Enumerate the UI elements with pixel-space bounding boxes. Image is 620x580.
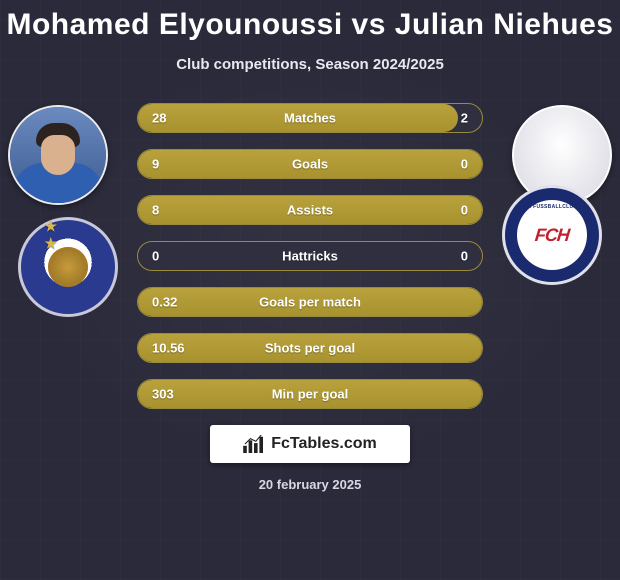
page-title: Mohamed Elyounoussi vs Julian Niehues [0,0,620,42]
stat-value-right: 0 [461,157,468,172]
stat-label: Goals per match [259,295,361,310]
club-left-badge [18,217,118,317]
stat-value-left: 28 [152,111,166,126]
stat-value-left: 8 [152,203,159,218]
brand-text: FcTables.com [271,435,377,453]
subtitle: Club competitions, Season 2024/2025 [0,56,620,73]
stat-label: Assists [287,203,333,218]
stat-label: Matches [284,111,336,126]
title-player-left: Mohamed Elyounoussi [6,8,342,41]
stat-value-left: 303 [152,387,174,402]
stat-value-left: 10.56 [152,341,185,356]
lion-icon [48,247,88,287]
club-right-arc-text: 1. FUSSBALLCLUB [527,204,578,210]
stat-bar: 10.56 Shots per goal [137,333,483,363]
stat-bar: 28 Matches 2 [137,103,483,133]
stat-bar: 0 Hattricks 0 [137,241,483,271]
stat-label: Min per goal [272,387,349,402]
player-left-avatar [8,105,108,205]
title-vs: vs [352,8,386,41]
stat-value-left: 9 [152,157,159,172]
stat-label: Hattricks [282,249,338,264]
stat-bars: 28 Matches 2 9 Goals 0 8 Assists 0 0 Hattricks 0 0.3… [137,95,483,409]
stat-value-left: 0 [152,249,159,264]
stat-label: Shots per goal [265,341,355,356]
comparison-stage: 1. FUSSBALLCLUB FCH 28 Matches 2 9 Goals 0 8 As… [0,95,620,409]
bar-chart-icon [243,435,265,453]
stat-value-right: 0 [461,249,468,264]
stat-value-right: 0 [461,203,468,218]
stat-bar: 9 Goals 0 [137,149,483,179]
brand-badge: FcTables.com [210,425,410,463]
date-text: 20 february 2025 [0,477,620,492]
title-player-right: Julian Niehues [395,8,614,41]
stat-bar: 8 Assists 0 [137,195,483,225]
stat-value-left: 0.32 [152,295,177,310]
stat-value-right: 2 [461,111,468,126]
stat-bar: 303 Min per goal [137,379,483,409]
stat-bar: 0.32 Goals per match [137,287,483,317]
club-right-label: FCH [534,225,570,246]
stat-label: Goals [292,157,328,172]
club-right-badge: 1. FUSSBALLCLUB FCH [502,185,602,285]
